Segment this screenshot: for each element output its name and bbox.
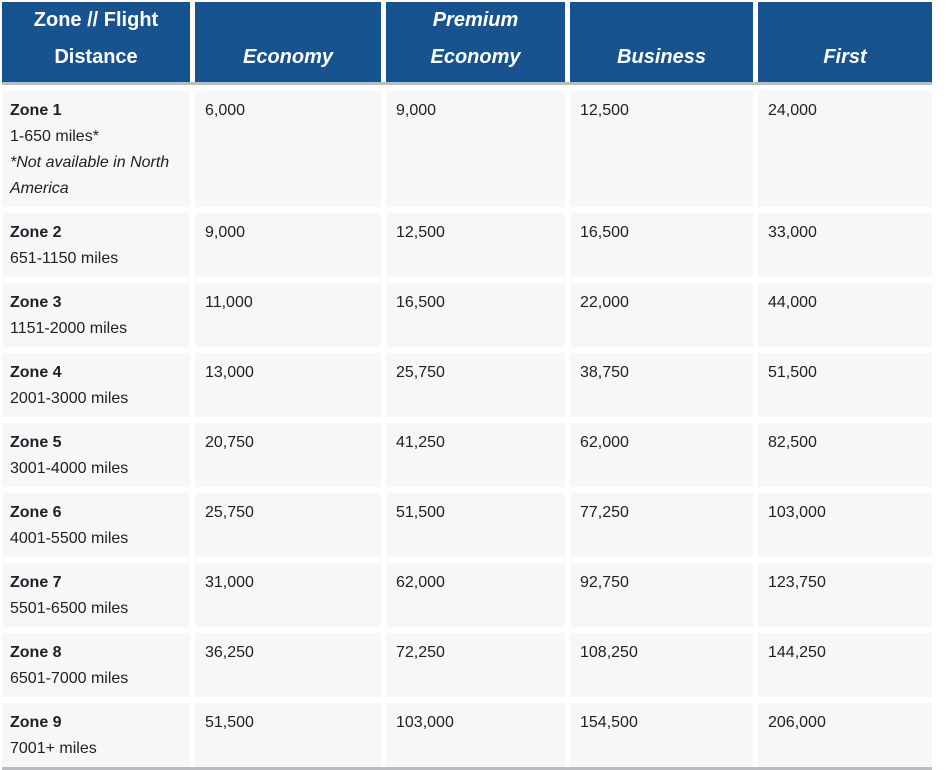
table-row-zone-6: Zone 6 4001-5500 miles 25,750 51,500 77,… bbox=[2, 493, 932, 557]
premium-economy-value: 51,500 bbox=[386, 493, 565, 557]
zone-label: Zone 9 bbox=[10, 714, 62, 731]
economy-value: 36,250 bbox=[195, 633, 381, 697]
premium-economy-value: 72,250 bbox=[386, 633, 565, 697]
header-line: Business bbox=[617, 46, 706, 68]
zone-label: Zone 1 bbox=[10, 102, 62, 119]
business-value: 154,500 bbox=[570, 703, 753, 767]
premium-economy-value: 25,750 bbox=[386, 353, 565, 417]
business-value: 62,000 bbox=[570, 423, 753, 487]
header-first: First bbox=[758, 2, 932, 82]
header-premium-economy: Premium Economy bbox=[386, 2, 565, 82]
header-line: Premium bbox=[432, 9, 519, 31]
header-line: Economy bbox=[430, 46, 521, 68]
first-value: 206,000 bbox=[758, 703, 932, 767]
zone-distance: 5501-6500 miles bbox=[10, 600, 129, 617]
economy-value: 9,000 bbox=[195, 213, 381, 277]
zone-distance: 1151-2000 miles bbox=[10, 320, 128, 337]
zone-distance: 7001+ miles bbox=[10, 740, 97, 757]
zone-cell: Zone 9 7001+ miles bbox=[2, 703, 190, 767]
header-line: First bbox=[823, 46, 867, 68]
table-row-zone-4: Zone 4 2001-3000 miles 13,000 25,750 38,… bbox=[2, 353, 932, 417]
zone-distance: 651-1150 miles bbox=[10, 250, 119, 267]
table-row-zone-3: Zone 3 1151-2000 miles 11,000 16,500 22,… bbox=[2, 283, 932, 347]
first-value: 103,000 bbox=[758, 493, 932, 557]
premium-economy-value: 16,500 bbox=[386, 283, 565, 347]
business-value: 77,250 bbox=[570, 493, 753, 557]
header-business: Business bbox=[570, 2, 753, 82]
header-zone-flight-distance: Zone // Flight Distance bbox=[2, 2, 190, 82]
economy-value: 25,750 bbox=[195, 493, 381, 557]
zone-cell: Zone 3 1151-2000 miles bbox=[2, 283, 190, 347]
economy-value: 31,000 bbox=[195, 563, 381, 627]
zone-label: Zone 3 bbox=[10, 294, 62, 311]
header-divider bbox=[2, 82, 932, 85]
zone-label: Zone 4 bbox=[10, 364, 62, 381]
zone-distance: 4001-5500 miles bbox=[10, 530, 129, 547]
table-row-zone-7: Zone 7 5501-6500 miles 31,000 62,000 92,… bbox=[2, 563, 932, 627]
zone-label: Zone 7 bbox=[10, 574, 62, 591]
zone-note: *Not available in North America bbox=[10, 154, 170, 197]
economy-value: 51,500 bbox=[195, 703, 381, 767]
economy-value: 11,000 bbox=[195, 283, 381, 347]
first-value: 33,000 bbox=[758, 213, 932, 277]
table-row-zone-5: Zone 5 3001-4000 miles 20,750 41,250 62,… bbox=[2, 423, 932, 487]
header-line: Zone // Flight bbox=[33, 9, 159, 31]
zone-distance: 6501-7000 miles bbox=[10, 670, 129, 687]
zone-cell: Zone 6 4001-5500 miles bbox=[2, 493, 190, 557]
first-value: 24,000 bbox=[758, 91, 932, 207]
premium-economy-value: 41,250 bbox=[386, 423, 565, 487]
zone-cell: Zone 8 6501-7000 miles bbox=[2, 633, 190, 697]
zone-label: Zone 8 bbox=[10, 644, 62, 661]
header-line: Economy bbox=[242, 46, 334, 68]
zone-cell: Zone 5 3001-4000 miles bbox=[2, 423, 190, 487]
zone-cell: Zone 2 651-1150 miles bbox=[2, 213, 190, 277]
first-value: 51,500 bbox=[758, 353, 932, 417]
zone-distance: 2001-3000 miles bbox=[10, 390, 129, 407]
zone-cell: Zone 7 5501-6500 miles bbox=[2, 563, 190, 627]
header-economy: Economy bbox=[195, 2, 381, 82]
table-row-zone-9: Zone 9 7001+ miles 51,500 103,000 154,50… bbox=[2, 703, 932, 767]
business-value: 108,250 bbox=[570, 633, 753, 697]
economy-value: 20,750 bbox=[195, 423, 381, 487]
zone-label: Zone 5 bbox=[10, 434, 62, 451]
first-value: 144,250 bbox=[758, 633, 932, 697]
first-value: 82,500 bbox=[758, 423, 932, 487]
first-value: 123,750 bbox=[758, 563, 932, 627]
business-value: 12,500 bbox=[570, 91, 753, 207]
business-value: 38,750 bbox=[570, 353, 753, 417]
premium-economy-value: 9,000 bbox=[386, 91, 565, 207]
zone-cell: Zone 1 1-650 miles* *Not available in No… bbox=[2, 91, 190, 207]
zone-distance: 1-650 miles* bbox=[10, 128, 99, 145]
business-value: 92,750 bbox=[570, 563, 753, 627]
table-row-zone-2: Zone 2 651-1150 miles 9,000 12,500 16,50… bbox=[2, 213, 932, 277]
zone-distance: 3001-4000 miles bbox=[10, 460, 129, 477]
zone-cell: Zone 4 2001-3000 miles bbox=[2, 353, 190, 417]
business-value: 16,500 bbox=[570, 213, 753, 277]
zone-label: Zone 6 bbox=[10, 504, 62, 521]
table-header-row: Zone // Flight Distance Economy Premium … bbox=[2, 2, 932, 82]
award-chart-table: Zone // Flight Distance Economy Premium … bbox=[2, 2, 932, 770]
premium-economy-value: 62,000 bbox=[386, 563, 565, 627]
table-row-zone-8: Zone 8 6501-7000 miles 36,250 72,250 108… bbox=[2, 633, 932, 697]
business-value: 22,000 bbox=[570, 283, 753, 347]
table-row-zone-1: Zone 1 1-650 miles* *Not available in No… bbox=[2, 91, 932, 207]
header-line: Distance bbox=[54, 46, 138, 68]
zone-label: Zone 2 bbox=[10, 224, 62, 241]
first-value: 44,000 bbox=[758, 283, 932, 347]
premium-economy-value: 12,500 bbox=[386, 213, 565, 277]
economy-value: 13,000 bbox=[195, 353, 381, 417]
economy-value: 6,000 bbox=[195, 91, 381, 207]
premium-economy-value: 103,000 bbox=[386, 703, 565, 767]
